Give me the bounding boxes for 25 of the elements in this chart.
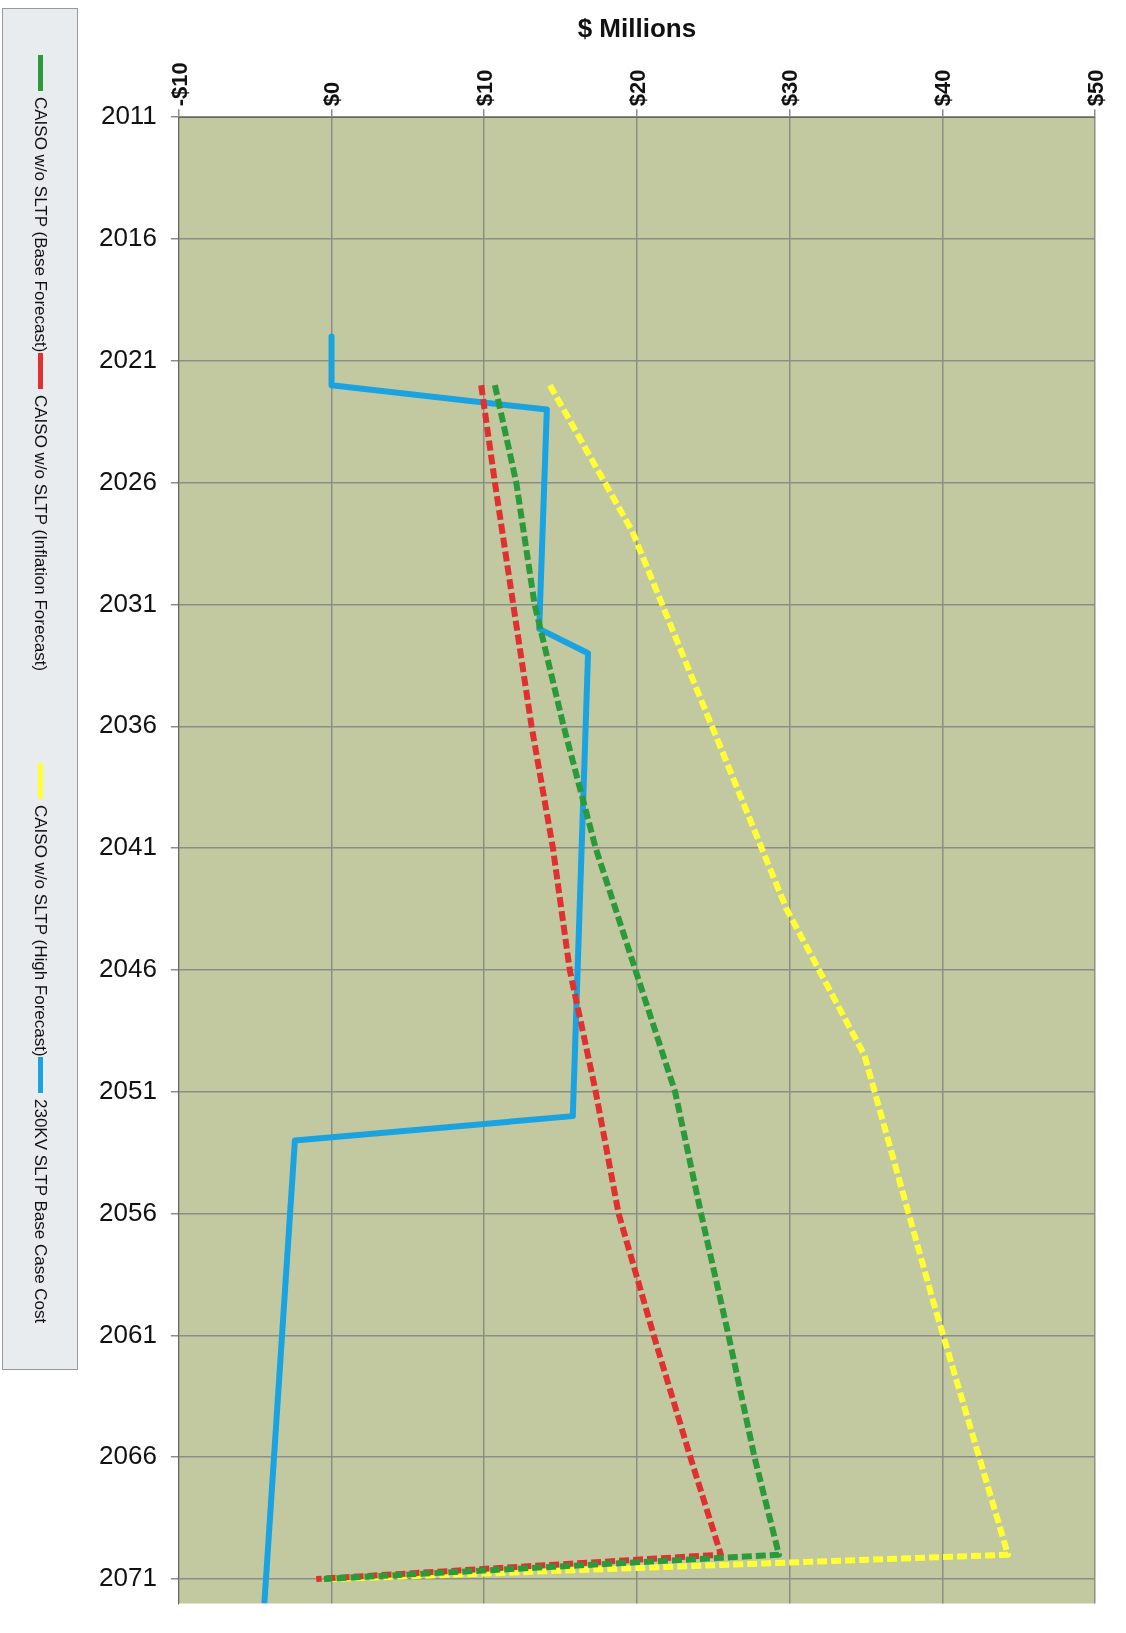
x-tick-label: -$10 [166, 62, 192, 107]
legend-label: CAISO w/o SLTP (Base Forecast) [30, 97, 50, 353]
x-tick-label: $30 [777, 69, 803, 107]
y-tick-label: 2036 [99, 709, 157, 740]
x-tick-label: $0 [319, 81, 345, 107]
y-tick-label: 2041 [99, 831, 157, 862]
legend-label: CAISO w/o SLTP (High Forecast) [30, 804, 50, 1057]
x-tick-label: $20 [624, 69, 650, 107]
y-tick-label: 2026 [99, 465, 157, 496]
y-tick-label: 2061 [99, 1318, 157, 1349]
y-tick-label: 2071 [99, 1562, 157, 1593]
y-tick-label: 2016 [99, 222, 157, 253]
legend-label: CAISO w/o SLTP (Inflation Forecast) [30, 394, 50, 671]
y-tick-label: 2011 [100, 100, 157, 131]
x-axis-title: $ Millions [577, 12, 697, 43]
y-tick-label: 2031 [99, 587, 157, 618]
y-tick-label: 2066 [99, 1440, 157, 1471]
x-tick-label: $10 [471, 69, 497, 107]
y-tick-label: 2051 [99, 1074, 157, 1105]
y-tick-label: 2056 [99, 1196, 157, 1227]
y-tick-label: 2021 [99, 344, 157, 375]
x-tick-label: $40 [929, 69, 955, 107]
legend-label: 230KV SLTP Base Case Cost [30, 1098, 50, 1323]
x-tick-label: $50 [1082, 69, 1108, 107]
y-tick-label: 2046 [99, 953, 157, 984]
